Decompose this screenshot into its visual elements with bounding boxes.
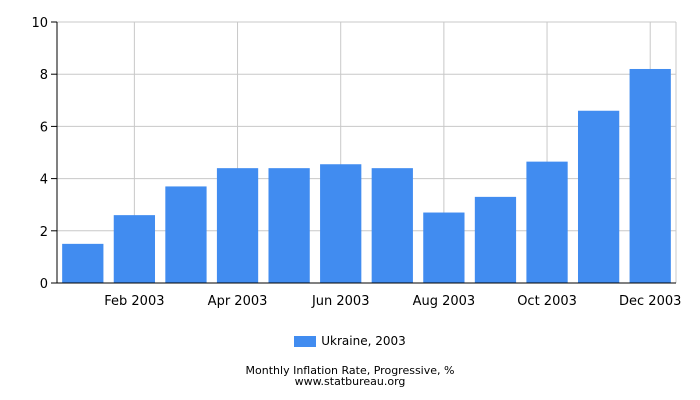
bar-nov-2003 — [577, 110, 620, 284]
x-tick-labels: Feb 2003 Apr 2003 Jun 2003 Aug 2003 Oct 2003… — [104, 294, 681, 309]
x-tick-label: Jun 2003 — [311, 294, 370, 309]
chart-source: www.statbureau.org — [294, 375, 406, 388]
bar-aug-2003 — [423, 212, 465, 283]
bar-may-2003 — [268, 168, 310, 283]
y-tick-label: 0 — [40, 277, 48, 292]
legend-swatch — [294, 335, 317, 347]
x-tick-label: Apr 2003 — [208, 294, 268, 309]
y-tick-label: 4 — [40, 173, 48, 188]
axes — [51, 21, 676, 284]
bar-feb-2003 — [113, 215, 156, 283]
grid-lines — [57, 21, 677, 283]
bars — [62, 68, 671, 284]
chart-title: Monthly Inflation Rate, Progressive, % — [245, 364, 455, 377]
y-tick-label: 2 — [40, 225, 48, 240]
y-tick-label: 8 — [40, 68, 48, 83]
y-tick-label: 10 — [31, 16, 48, 31]
bar-apr-2003 — [216, 168, 259, 283]
inflation-bar-chart: 0 2 4 6 8 10 Feb 2003 Apr 2003 Jun 2003 Aug 2003… — [31, 16, 681, 309]
x-tick-label: Aug 2003 — [413, 294, 476, 309]
x-tick-label: Oct 2003 — [517, 294, 577, 309]
bar-oct-2003 — [526, 161, 568, 283]
bar-dec-2003 — [629, 68, 671, 283]
bar-jan-2003 — [62, 243, 104, 283]
legend-label: Ukraine, 2003 — [321, 334, 406, 348]
legend: Ukraine, 2003 — [0, 331, 700, 351]
y-tick-labels: 0 2 4 6 8 10 — [31, 16, 48, 292]
x-tick-label: Dec 2003 — [619, 294, 681, 309]
bar-jun-2003 — [320, 164, 362, 283]
bar-jul-2003 — [371, 168, 413, 283]
bar-mar-2003 — [165, 186, 207, 283]
y-tick-label: 6 — [40, 120, 48, 135]
bar-sep-2003 — [474, 196, 517, 283]
x-tick-label: Feb 2003 — [104, 294, 164, 309]
